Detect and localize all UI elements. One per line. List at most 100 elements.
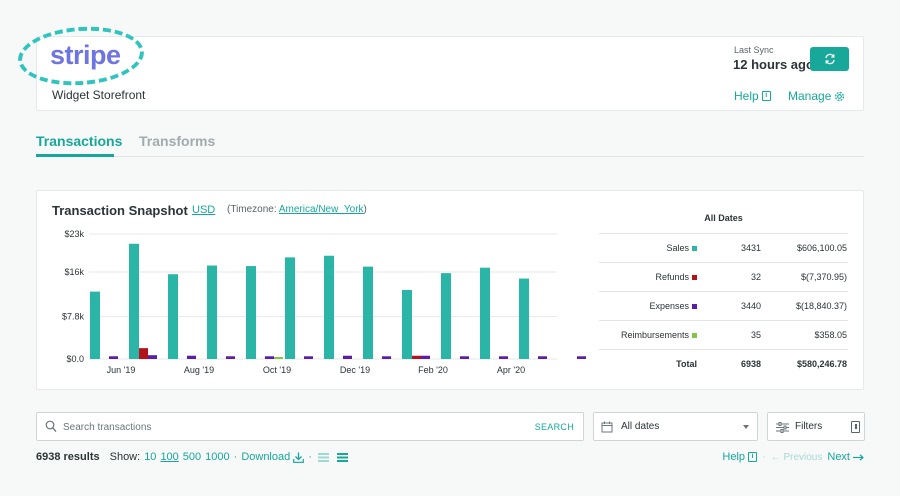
date-range-value: All dates	[621, 421, 660, 432]
transaction-snapshot-card: Transaction Snapshot USD (Timezone: Amer…	[36, 190, 864, 390]
bar-sales-10	[480, 267, 490, 359]
summary-label: Sales	[599, 243, 697, 253]
summary-label-text: Refunds	[655, 272, 689, 282]
timezone-suffix: )	[363, 204, 367, 215]
search-button[interactable]: SEARCH	[534, 422, 574, 432]
tab-bar: Transactions Transforms	[36, 133, 864, 157]
bar-expenses-9	[460, 356, 469, 359]
timezone-note: (Timezone: America/New_York)	[227, 204, 367, 215]
x-tick-label: Feb '20	[418, 365, 448, 375]
info-icon: i	[748, 452, 758, 462]
export-icon[interactable]	[851, 421, 860, 433]
summary-amount: $606,100.05	[796, 243, 847, 253]
bar-expenses-11	[538, 356, 547, 359]
refunds-swatch-icon	[692, 274, 697, 280]
summary-label: Refunds	[599, 272, 697, 282]
gear-icon	[835, 91, 845, 101]
summary-label-text: Reimbursements	[620, 330, 689, 340]
download-label: Download	[241, 451, 291, 463]
bar-sales-9	[441, 273, 451, 359]
search-input[interactable]	[63, 418, 533, 436]
filters-label: Filters	[795, 421, 823, 432]
summary-row-reimbursements: Reimbursements 35 $358.05	[599, 320, 848, 349]
x-tick-label: Apr '20	[497, 365, 525, 375]
summary-total-label: Total	[676, 359, 697, 369]
timezone-link[interactable]: America/New_York	[278, 204, 364, 215]
currency-link[interactable]: USD	[192, 204, 216, 216]
help-link[interactable]: Help i	[734, 89, 771, 103]
timezone-prefix: (Timezone:	[227, 204, 279, 215]
bar-refunds-8	[412, 355, 421, 359]
bar-sales-7	[363, 266, 373, 359]
summary-total-amount: $580,246.78	[796, 359, 847, 369]
separator-dot: ·	[762, 451, 766, 463]
summary-count: 35	[750, 330, 761, 340]
sales-swatch-icon	[692, 245, 697, 251]
compact-view-icon[interactable]	[317, 452, 329, 462]
bar-sales-3	[207, 265, 217, 359]
last-sync-value: 12 hours ago	[733, 57, 814, 72]
summary-count: 3440	[740, 301, 761, 311]
bar-sales-4	[246, 266, 256, 359]
expenses-swatch-icon	[692, 303, 697, 309]
show-500-option[interactable]: 500	[182, 451, 202, 463]
date-range-select[interactable]: All dates	[593, 412, 758, 441]
bar-refunds-1	[139, 348, 148, 359]
summary-amount: $(7,370.95)	[800, 272, 847, 282]
bar-sales-11	[519, 278, 529, 359]
x-tick-label: Dec '19	[340, 365, 370, 375]
summary-amount: $(18,840.37)	[795, 301, 847, 311]
info-icon: i	[761, 91, 771, 101]
arrow-right-icon	[853, 453, 864, 461]
pagination-help-link[interactable]: Help i	[722, 451, 758, 463]
bar-expenses-4	[265, 356, 274, 359]
results-count: 6938 results	[36, 451, 100, 463]
x-tick-label: Oct '19	[263, 365, 291, 375]
stripe-logo: stripe	[50, 40, 121, 70]
next-page-button[interactable]: Next	[827, 451, 864, 463]
bar-expenses-2	[187, 355, 196, 359]
filters-button[interactable]: Filters	[767, 412, 865, 441]
tab-transforms[interactable]: Transforms	[139, 133, 216, 149]
show-100-option[interactable]: 100	[160, 451, 179, 463]
show-label: Show:	[109, 451, 141, 463]
bar-reimbursements-4	[274, 357, 283, 359]
bar-sales-8	[402, 289, 412, 359]
summary-row-refunds: Refunds 32 $(7,370.95)	[599, 262, 848, 291]
y-tick-label: $16k	[64, 267, 84, 277]
show-10-option[interactable]: 10	[144, 451, 157, 463]
refresh-icon	[824, 53, 835, 65]
pagination-help-label: Help	[722, 451, 746, 463]
download-link[interactable]: Download	[241, 451, 305, 463]
calendar-icon	[601, 421, 613, 433]
list-view-icon[interactable]	[336, 452, 348, 462]
sliders-icon	[776, 422, 789, 433]
summary-label-text: Expenses	[649, 301, 689, 311]
manage-link[interactable]: Manage	[788, 89, 845, 103]
account-header-card	[36, 36, 864, 111]
separator-dot: ·	[233, 451, 238, 463]
summary-table: All Dates Sales 3431 $606,100.05 Refunds…	[599, 213, 848, 378]
bar-expenses-3	[226, 356, 235, 359]
previous-page-button[interactable]: ← Previous	[770, 451, 823, 463]
y-tick-label: $23k	[64, 229, 84, 239]
y-tick-label: $7.8k	[62, 312, 85, 322]
results-toolbar: 6938 results Show: 10 100 500 1000 · Dow…	[36, 451, 348, 463]
summary-total-count: 6938	[740, 359, 761, 369]
summary-amount: $358.05	[814, 330, 847, 340]
last-sync-label: Last Sync	[734, 45, 774, 55]
show-1000-option[interactable]: 1000	[205, 451, 230, 463]
reimbursements-swatch-icon	[692, 332, 697, 338]
bar-expenses-8	[421, 355, 430, 359]
search-box: SEARCH	[36, 412, 584, 441]
x-tick-label: Jun '19	[107, 365, 136, 375]
bar-expenses-1	[148, 355, 157, 359]
tab-transactions[interactable]: Transactions	[36, 133, 122, 157]
bar-sales-0	[90, 291, 100, 359]
bar-expenses-12	[577, 356, 586, 359]
bar-expenses-10	[499, 356, 508, 359]
summary-row-sales: Sales 3431 $606,100.05	[599, 233, 848, 262]
summary-row-total: Total 6938 $580,246.78	[599, 349, 848, 378]
pagination: Help i · ← Previous Next	[722, 451, 864, 463]
sync-button[interactable]	[810, 47, 849, 71]
